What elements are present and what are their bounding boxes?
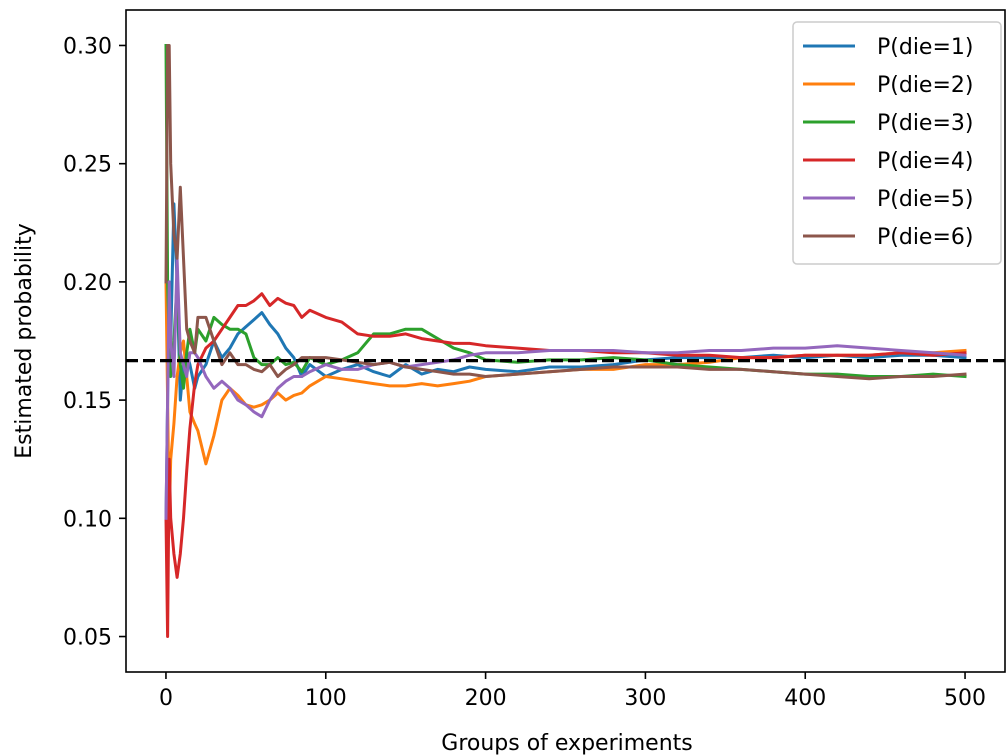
legend-label: P(die=2) (877, 73, 973, 98)
legend-label: P(die=1) (877, 35, 973, 60)
y-tick-label: 0.25 (63, 153, 112, 178)
x-tick-label: 300 (624, 686, 666, 711)
series-line-6 (164, 44, 967, 381)
y-tick-label: 0.20 (63, 271, 112, 296)
axes: 0 100 200 300 400 500 0.05 0.10 0.15 0.20 0.25 0.30 (63, 9, 1006, 711)
series-line-2 (164, 280, 967, 520)
plot-frame (125, 9, 1006, 673)
x-tick-label: 500 (944, 686, 986, 711)
legend-label: P(die=4) (877, 149, 973, 174)
x-axis-label: Groups of experiments (441, 731, 692, 755)
legend-label: P(die=6) (877, 225, 973, 250)
x-tick-label: 100 (305, 686, 347, 711)
legend: P(die=1) P(die=2) P(die=3) P(die=4) P(die=5)… (792, 21, 1002, 265)
y-tick-label: 0.15 (63, 389, 112, 414)
plot-area (126, 43, 1005, 638)
legend-label: P(die=3) (877, 111, 973, 136)
series-line-5 (164, 256, 967, 520)
y-tick-label: 0.05 (63, 626, 112, 651)
y-tick-label: 0.30 (63, 34, 112, 59)
x-tick-label: 200 (465, 686, 507, 711)
x-tick-label: 0 (159, 686, 173, 711)
x-tick-label: 400 (784, 686, 826, 711)
y-tick-label: 0.10 (63, 507, 112, 532)
series-line-4 (164, 292, 967, 638)
y-axis-label: Estimated probability (12, 223, 37, 459)
legend-label: P(die=5) (877, 187, 973, 212)
